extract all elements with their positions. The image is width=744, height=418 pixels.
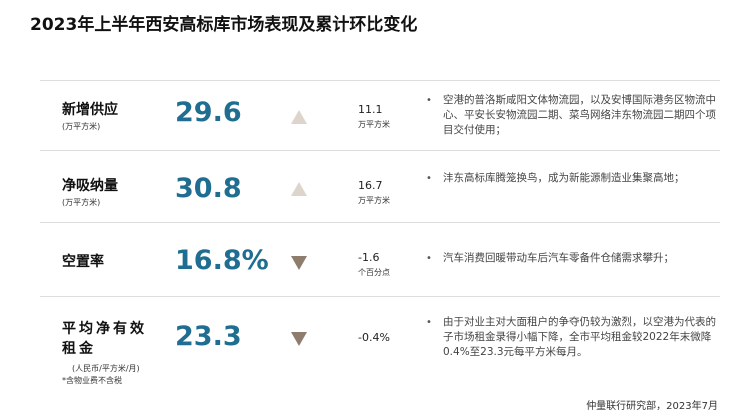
change-unit: 万平方米	[358, 120, 390, 129]
bullet: •	[426, 173, 432, 184]
description: 由于对业主对大面租户的争夺仍较为激烈，以空港为代表的子市场租金录得小幅下降，全市…	[443, 316, 716, 358]
bullet: •	[426, 317, 432, 328]
row-value: 30.8	[175, 173, 242, 204]
change-unit: 个百分点	[358, 268, 390, 277]
change-value: 11.1	[358, 103, 383, 116]
description: 汽车消费回暖带动车后汽车零备件仓储需求攀升；	[443, 252, 674, 264]
row-unit: (万平方米)	[62, 198, 101, 207]
arrow-up	[291, 110, 307, 124]
row: 净吸纳量 (万平方米) 30.8 16.7 万平方米 • 沣东高标库腾笼换鸟，成…	[40, 150, 720, 221]
source: 仲量联行研究部，2023年7月	[586, 401, 718, 412]
title: 2023年上半年西安高标库市场表现及累计环比变化	[30, 15, 418, 35]
row-label: 空置率	[62, 254, 104, 270]
bullet: •	[426, 95, 432, 106]
arrow-down	[291, 332, 307, 346]
change-value: -0.4%	[358, 331, 390, 344]
row-value: 23.3	[175, 321, 242, 352]
arrow-up	[291, 182, 307, 196]
bullet: •	[426, 253, 432, 264]
row-unit: (万平方米)	[62, 122, 101, 131]
description: 空港的普洛斯咸阳文体物流园，以及安博国际港务区物流中心、平安长安物流园二期、菜鸟…	[443, 94, 716, 136]
row-unit: (人民币/平方米/月)	[72, 364, 140, 373]
row: 新增供应 (万平方米) 29.6 11.1 万平方米 • 空港的普洛斯咸阳文体物…	[40, 80, 720, 149]
row-value: 16.8%	[175, 245, 269, 276]
row: 空置率 16.8% -1.6 个百分点 • 汽车消费回暖带动车后汽车零备件仓储需…	[40, 222, 720, 295]
row-label: 平均净有效租金	[62, 321, 147, 357]
row-label: 净吸纳量	[62, 178, 118, 194]
row-label: 新增供应	[62, 102, 118, 118]
change-unit: 万平方米	[358, 196, 390, 205]
change-value: -1.6	[358, 251, 380, 264]
description: 沣东高标库腾笼换鸟，成为新能源制造业集聚高地；	[443, 172, 685, 184]
arrow-down	[291, 256, 307, 270]
row-value: 29.6	[175, 97, 242, 128]
row-note: *含物业费不含税	[62, 376, 122, 385]
row: 平均净有效租金 (人民币/平方米/月) *含物业费不含税 23.3 -0.4% …	[40, 296, 720, 389]
change-value: 16.7	[358, 179, 383, 192]
